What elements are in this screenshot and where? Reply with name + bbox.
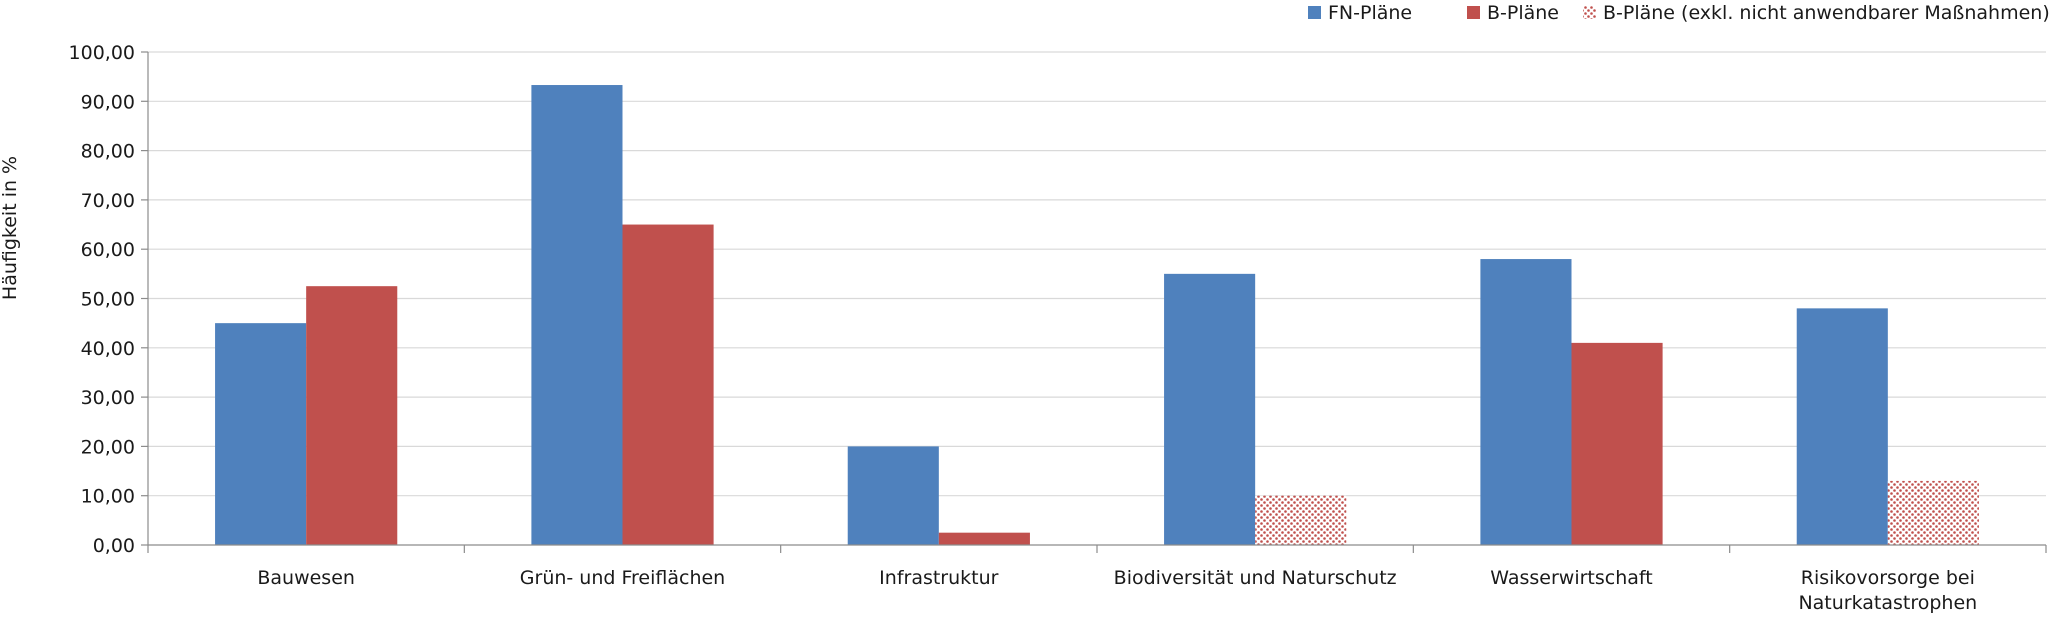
y-tick-label: 60,00: [81, 239, 135, 261]
bar-b-plaene-exkl: [1887, 480, 1979, 545]
x-tick-label: Bauwesen: [257, 567, 355, 589]
bar-fn-plaene: [1480, 259, 1572, 545]
legend-label: B-Pläne: [1487, 2, 1559, 24]
legend-swatch: [1583, 6, 1596, 19]
y-tick-label: 10,00: [81, 486, 135, 508]
y-tick-label: 80,00: [81, 141, 135, 163]
y-tick-label: 0,00: [93, 535, 135, 557]
bar-b-plaene-exkl: [1255, 495, 1347, 545]
x-tick-label: Naturkatastrophen: [1798, 592, 1977, 614]
legend-swatch: [1308, 6, 1321, 19]
bar-b-plaene: [306, 286, 398, 545]
y-axis-title: Häufigkeit in %: [0, 156, 21, 300]
category-labels: Bauwesen Grün- und Freiflächen Infrastrukt…: [257, 567, 1977, 614]
x-tick-label: Grün- und Freiflächen: [520, 567, 725, 589]
x-tick-label: Infrastruktur: [879, 567, 998, 589]
gridlines: [148, 51, 2046, 497]
legend-label: FN-Pläne: [1328, 2, 1412, 24]
bar-b-plaene: [1571, 342, 1663, 545]
bars: [215, 85, 1979, 546]
legend: FN-Pläne B-Pläne B-Pläne (exkl. nicht anwe…: [1308, 2, 2050, 24]
bar-b-plaene: [622, 224, 714, 546]
bar-fn-plaene: [1796, 308, 1888, 545]
x-tick-label: Biodiversität und Naturschutz: [1114, 567, 1397, 589]
bar-fn-plaene: [531, 85, 623, 545]
bar-fn-plaene: [1164, 273, 1256, 545]
bar-fn-plaene: [847, 446, 939, 545]
y-tick-label: 50,00: [81, 289, 135, 311]
y-tick-labels: 0,00 10,00 20,00 30,00 40,00 50,00 60,00 70,00 8…: [69, 42, 135, 557]
y-tick-label: 90,00: [81, 91, 135, 113]
legend-label: B-Pläne (exkl. nicht anwendbarer Maßnahm…: [1603, 2, 2050, 24]
x-tick-label: Wasserwirtschaft: [1490, 567, 1652, 589]
axes: [141, 51, 2047, 553]
y-tick-label: 100,00: [69, 42, 135, 64]
bar-b-plaene: [938, 532, 1030, 545]
x-tick-label: Risikovorsorge bei: [1801, 567, 1975, 589]
legend-swatch: [1467, 6, 1480, 19]
y-tick-label: 70,00: [81, 190, 135, 212]
y-tick-label: 30,00: [81, 387, 135, 409]
y-tick-label: 40,00: [81, 338, 135, 360]
bar-fn-plaene: [215, 323, 307, 545]
y-tick-label: 20,00: [81, 436, 135, 458]
